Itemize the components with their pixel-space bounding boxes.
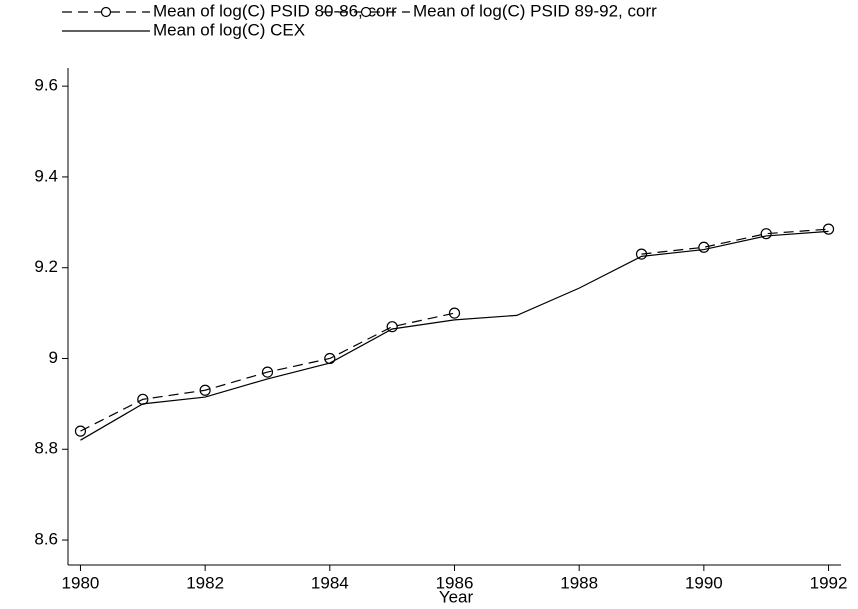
- point: [261, 366, 274, 378]
- legend-marker: [100, 6, 112, 18]
- point: [386, 321, 398, 333]
- y-tick-label: 9.4: [34, 166, 58, 185]
- point: [635, 248, 648, 260]
- point: [760, 228, 772, 240]
- x-tick-label: 1984: [311, 573, 349, 592]
- x-tick-label: 1980: [62, 573, 100, 592]
- point: [74, 425, 87, 437]
- x-tick-label: 1988: [560, 573, 598, 592]
- point: [822, 223, 835, 235]
- y-tick-label: 8.6: [34, 530, 58, 549]
- legend-label: Mean of log(C) PSID 80-86, corr: [153, 1, 397, 20]
- series-line: [80, 230, 829, 441]
- legend-label: Mean of log(C) PSID 89-92, corr: [413, 1, 657, 20]
- series-line: [80, 312, 455, 432]
- point: [199, 384, 211, 396]
- legend-label: Mean of log(C) CEX: [153, 20, 305, 39]
- x-axis-label: Year: [439, 587, 474, 606]
- legend-marker: [360, 6, 372, 18]
- y-tick-label: 8.8: [34, 439, 58, 458]
- x-tick-label: 1990: [685, 573, 723, 592]
- point: [698, 241, 710, 253]
- x-tick-label: 1982: [186, 573, 224, 592]
- y-tick-label: 9.2: [34, 257, 58, 276]
- y-tick-label: 9: [49, 348, 58, 367]
- x-tick-label: 1992: [810, 573, 848, 592]
- x-tick-label: 1986: [436, 573, 474, 592]
- y-tick-label: 9.6: [34, 76, 58, 95]
- point: [448, 307, 461, 319]
